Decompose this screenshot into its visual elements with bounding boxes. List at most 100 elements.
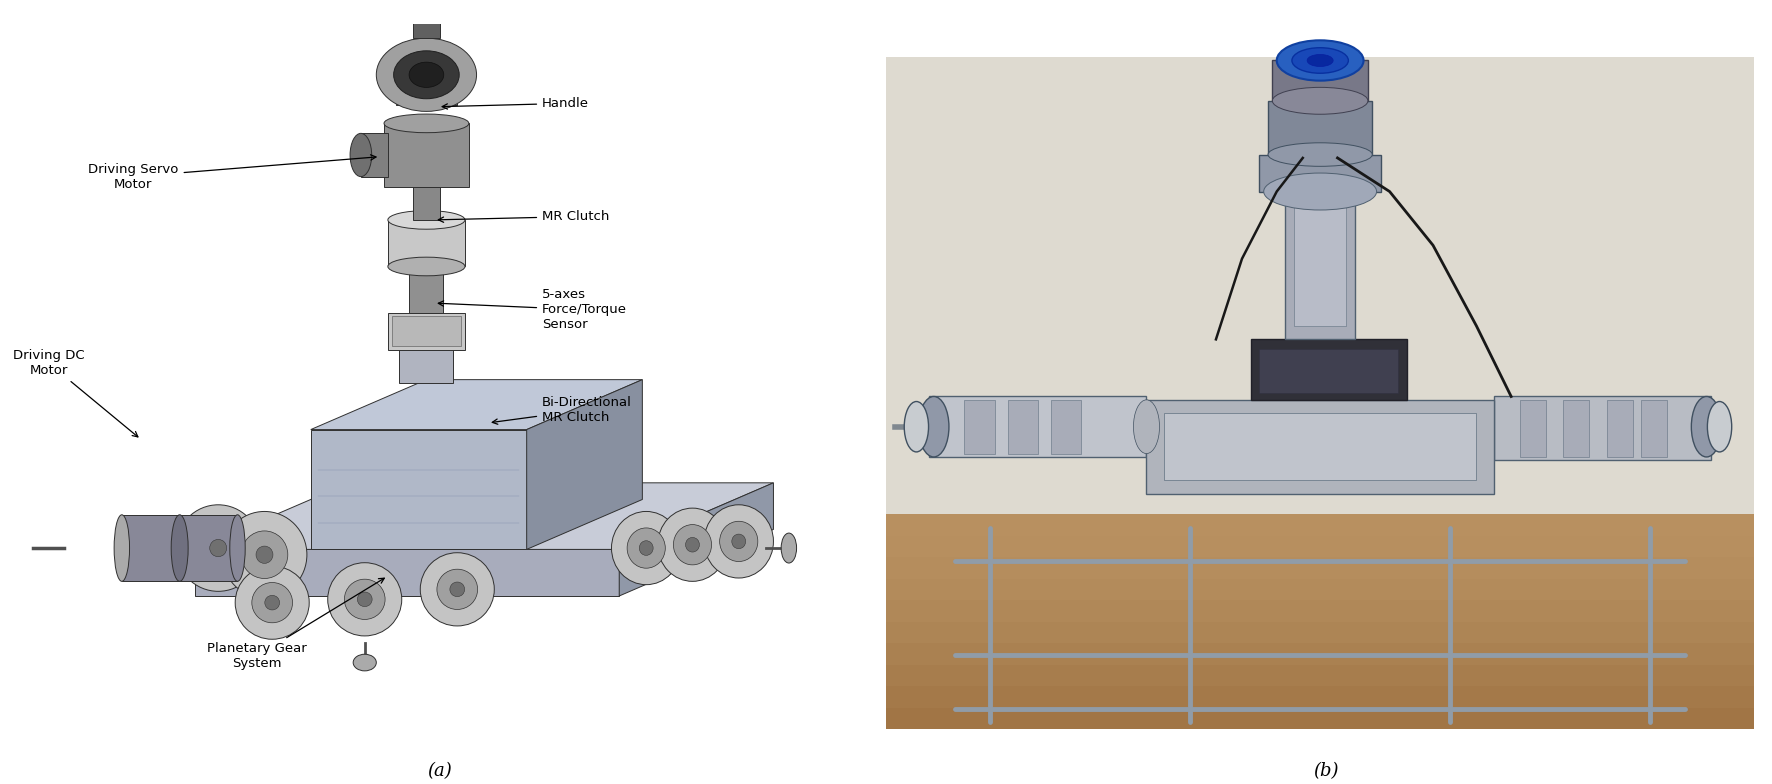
Bar xyxy=(964,400,994,454)
Ellipse shape xyxy=(1690,397,1722,457)
Bar xyxy=(886,600,1754,729)
Ellipse shape xyxy=(264,595,280,610)
Ellipse shape xyxy=(113,515,129,582)
Bar xyxy=(886,686,1754,729)
Bar xyxy=(886,514,1754,729)
Bar xyxy=(399,350,454,383)
Ellipse shape xyxy=(385,114,470,132)
Bar xyxy=(886,643,1754,729)
Ellipse shape xyxy=(1269,143,1372,166)
Ellipse shape xyxy=(411,8,443,21)
Bar xyxy=(122,515,237,582)
Ellipse shape xyxy=(1708,401,1731,452)
Ellipse shape xyxy=(328,563,402,636)
Polygon shape xyxy=(618,483,773,596)
Bar xyxy=(1260,154,1380,191)
Ellipse shape xyxy=(230,515,245,582)
Bar xyxy=(361,133,388,176)
Bar xyxy=(395,74,457,105)
Ellipse shape xyxy=(732,534,746,549)
Ellipse shape xyxy=(904,401,929,452)
Ellipse shape xyxy=(781,533,797,563)
Bar xyxy=(413,15,439,38)
Bar xyxy=(886,535,1754,729)
Ellipse shape xyxy=(611,511,680,585)
Polygon shape xyxy=(310,379,641,430)
Text: (b): (b) xyxy=(1313,762,1338,780)
Ellipse shape xyxy=(353,654,376,671)
Bar xyxy=(1563,400,1589,457)
Ellipse shape xyxy=(388,211,464,229)
Ellipse shape xyxy=(719,521,758,561)
Ellipse shape xyxy=(195,524,241,572)
Ellipse shape xyxy=(673,524,712,564)
Ellipse shape xyxy=(420,553,494,626)
Ellipse shape xyxy=(222,511,307,598)
Ellipse shape xyxy=(1134,400,1159,454)
Text: Driving Servo
Motor: Driving Servo Motor xyxy=(89,154,376,191)
Bar xyxy=(886,708,1754,729)
Ellipse shape xyxy=(255,546,273,564)
Text: 5-axes
Force/Torque
Sensor: 5-axes Force/Torque Sensor xyxy=(438,289,627,332)
Ellipse shape xyxy=(450,582,464,597)
Polygon shape xyxy=(195,483,773,550)
Ellipse shape xyxy=(1276,40,1363,81)
Bar xyxy=(886,665,1754,729)
Bar xyxy=(886,622,1754,729)
Bar xyxy=(1294,205,1347,326)
Bar xyxy=(388,313,464,350)
Ellipse shape xyxy=(351,133,372,176)
Ellipse shape xyxy=(388,257,464,276)
Bar xyxy=(886,514,1754,729)
Bar xyxy=(388,220,464,267)
Bar xyxy=(385,123,470,187)
Ellipse shape xyxy=(393,51,459,99)
Ellipse shape xyxy=(627,528,664,568)
Ellipse shape xyxy=(252,583,292,622)
Text: Driving DC
Motor: Driving DC Motor xyxy=(12,349,138,437)
Text: (a): (a) xyxy=(427,762,452,780)
Bar xyxy=(1494,397,1710,460)
Ellipse shape xyxy=(241,531,287,579)
Polygon shape xyxy=(526,379,641,550)
Ellipse shape xyxy=(376,38,477,111)
Bar xyxy=(409,267,443,313)
Ellipse shape xyxy=(657,508,727,582)
Ellipse shape xyxy=(686,537,700,552)
Ellipse shape xyxy=(438,569,478,609)
Bar xyxy=(413,187,439,220)
Ellipse shape xyxy=(358,592,372,607)
Ellipse shape xyxy=(1272,87,1368,114)
Polygon shape xyxy=(195,550,618,596)
Ellipse shape xyxy=(236,566,308,639)
Ellipse shape xyxy=(172,515,188,582)
Bar xyxy=(1051,400,1081,454)
Bar xyxy=(1260,350,1398,393)
Ellipse shape xyxy=(409,62,443,88)
Bar xyxy=(886,579,1754,729)
Bar xyxy=(1269,101,1372,154)
Bar xyxy=(1164,413,1476,481)
Bar xyxy=(1641,400,1667,457)
Ellipse shape xyxy=(1308,54,1333,67)
Ellipse shape xyxy=(1292,48,1348,73)
Polygon shape xyxy=(310,430,526,550)
Ellipse shape xyxy=(918,397,950,457)
Bar xyxy=(1285,191,1356,339)
Text: Planetary Gear
System: Planetary Gear System xyxy=(207,578,385,670)
Text: MR Clutch: MR Clutch xyxy=(438,210,610,223)
Bar xyxy=(929,397,1146,457)
Bar xyxy=(1272,60,1368,101)
Bar xyxy=(886,557,1754,729)
Ellipse shape xyxy=(703,505,773,578)
Ellipse shape xyxy=(344,579,385,619)
Ellipse shape xyxy=(209,539,227,557)
Bar xyxy=(886,57,1754,514)
Text: Bi-Directional
MR Clutch: Bi-Directional MR Clutch xyxy=(493,396,633,424)
Text: Handle: Handle xyxy=(443,97,588,110)
Bar xyxy=(1146,400,1494,494)
Ellipse shape xyxy=(640,541,654,555)
Ellipse shape xyxy=(1263,173,1377,210)
Bar xyxy=(1520,400,1545,457)
Bar xyxy=(1008,400,1038,454)
